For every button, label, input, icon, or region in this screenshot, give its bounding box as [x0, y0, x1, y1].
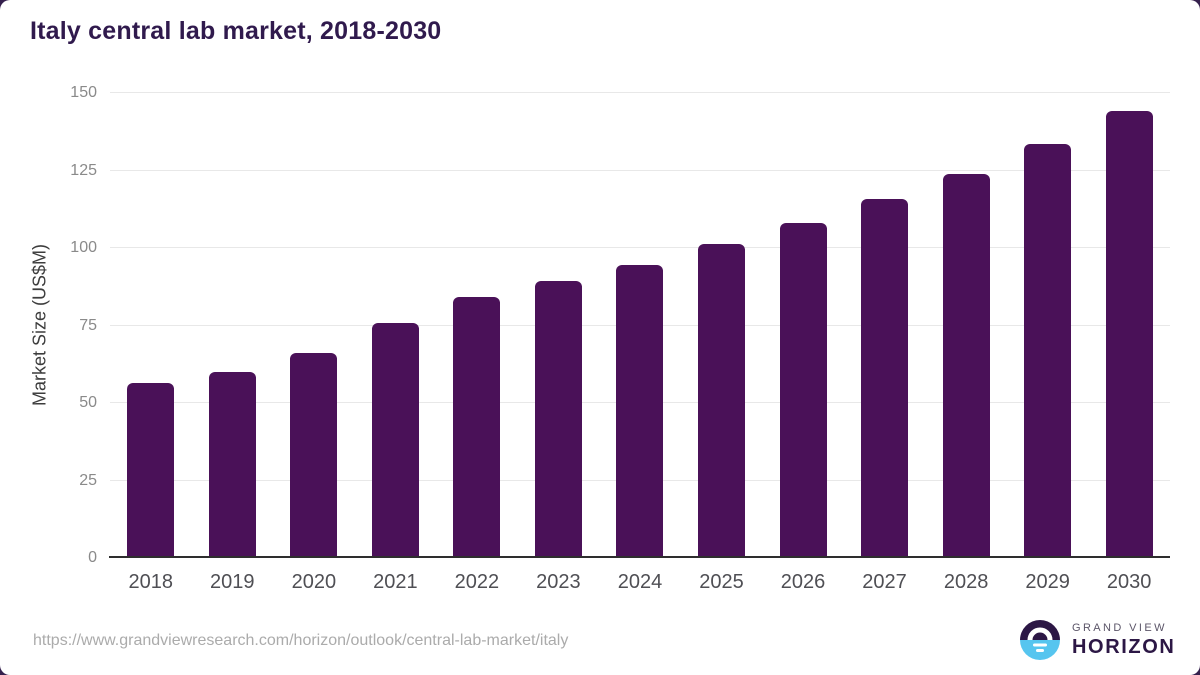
- x-tick-label-2019: 2019: [210, 571, 255, 593]
- bar-2023: [534, 281, 582, 558]
- logo-text-horizon: HORIZON: [1072, 635, 1176, 658]
- plot-area: 0 25 50 75 100 125 150: [70, 84, 1170, 566]
- y-tick-label-25: 25: [79, 471, 97, 489]
- bar-2020: [290, 353, 338, 558]
- bar-2026: [779, 222, 827, 558]
- y-tick-label-75: 75: [79, 316, 97, 334]
- gridline-125: [110, 169, 1170, 171]
- bar-2019: [208, 372, 256, 558]
- gridline-150: [110, 92, 1170, 93]
- logo-reflection-line-1: [1033, 643, 1047, 647]
- y-axis-title: Market Size (US$M): [29, 243, 50, 407]
- bar-2022: [453, 296, 501, 558]
- logo-text-grand-view: GRAND VIEW: [1072, 621, 1167, 634]
- x-tick-label-2020: 2020: [291, 571, 337, 593]
- x-axis-line: [109, 556, 1170, 558]
- bar-slot-2030: [1088, 93, 1170, 558]
- logo-reflection-line-2: [1036, 649, 1044, 652]
- bar-2030: [1105, 111, 1153, 558]
- bar-slot-2021: [355, 93, 437, 558]
- x-tick-label-2026: 2026: [780, 571, 826, 593]
- y-tick-label-150: 150: [70, 84, 97, 101]
- bar-slot-2029: [1007, 93, 1089, 558]
- bar-slot-2019: [192, 93, 274, 558]
- x-tick-label-2028: 2028: [943, 571, 989, 593]
- bar-2027: [861, 199, 909, 558]
- bar-2021: [371, 323, 419, 558]
- bar-slot-2026: [762, 93, 844, 558]
- source-url: https://www.grandviewresearch.com/horizo…: [33, 632, 569, 649]
- logo-text: GRAND VIEW HORIZON: [1072, 622, 1175, 659]
- logo-sun-arc: [1027, 627, 1053, 641]
- x-tick-labels: 2018 2019 2020 2021 2022 2023 2024 2025 2026 2027…: [110, 571, 1170, 594]
- x-tick-label-2021: 2021: [373, 571, 418, 593]
- bar-slot-2024: [599, 93, 681, 558]
- x-tick-label-2030: 2030: [1106, 571, 1152, 593]
- x-tick-label-2018: 2018: [128, 571, 174, 593]
- bar-slot-2027: [844, 93, 926, 558]
- bar-slot-2025: [681, 93, 763, 558]
- horizon-sunrise-icon: [1020, 620, 1060, 660]
- gridline-100: [110, 247, 1170, 249]
- y-tick-label-0: 0: [88, 549, 97, 566]
- x-tick-label-2027: 2027: [862, 571, 907, 593]
- bar-slot-2020: [273, 93, 355, 558]
- grand-view-horizon-logo: GRAND VIEW HORIZON: [1018, 618, 1175, 662]
- y-tick-label-100: 100: [70, 239, 97, 257]
- bar-slot-2028: [925, 93, 1007, 558]
- y-tick-label-50: 50: [79, 394, 97, 412]
- x-tick-label-2022: 2022: [454, 571, 500, 593]
- bar-2028: [942, 173, 990, 558]
- bar-slot-2018: [110, 93, 192, 558]
- x-tick-label-2029: 2029: [1025, 571, 1070, 593]
- x-tick-label-2024: 2024: [617, 571, 663, 593]
- chart-title: Italy central lab market, 2018-2030: [30, 17, 442, 45]
- bars: [110, 93, 1170, 558]
- bar-2025: [697, 243, 745, 558]
- y-tick-label-125: 125: [70, 161, 97, 179]
- x-tick-label-2023: 2023: [536, 571, 581, 593]
- bar-2018: [127, 383, 175, 558]
- bar-slot-2022: [436, 93, 518, 558]
- x-tick-label-2025: 2025: [699, 571, 744, 593]
- bar-slot-2023: [518, 93, 600, 558]
- bar-2029: [1024, 144, 1072, 558]
- bar-2024: [616, 265, 664, 558]
